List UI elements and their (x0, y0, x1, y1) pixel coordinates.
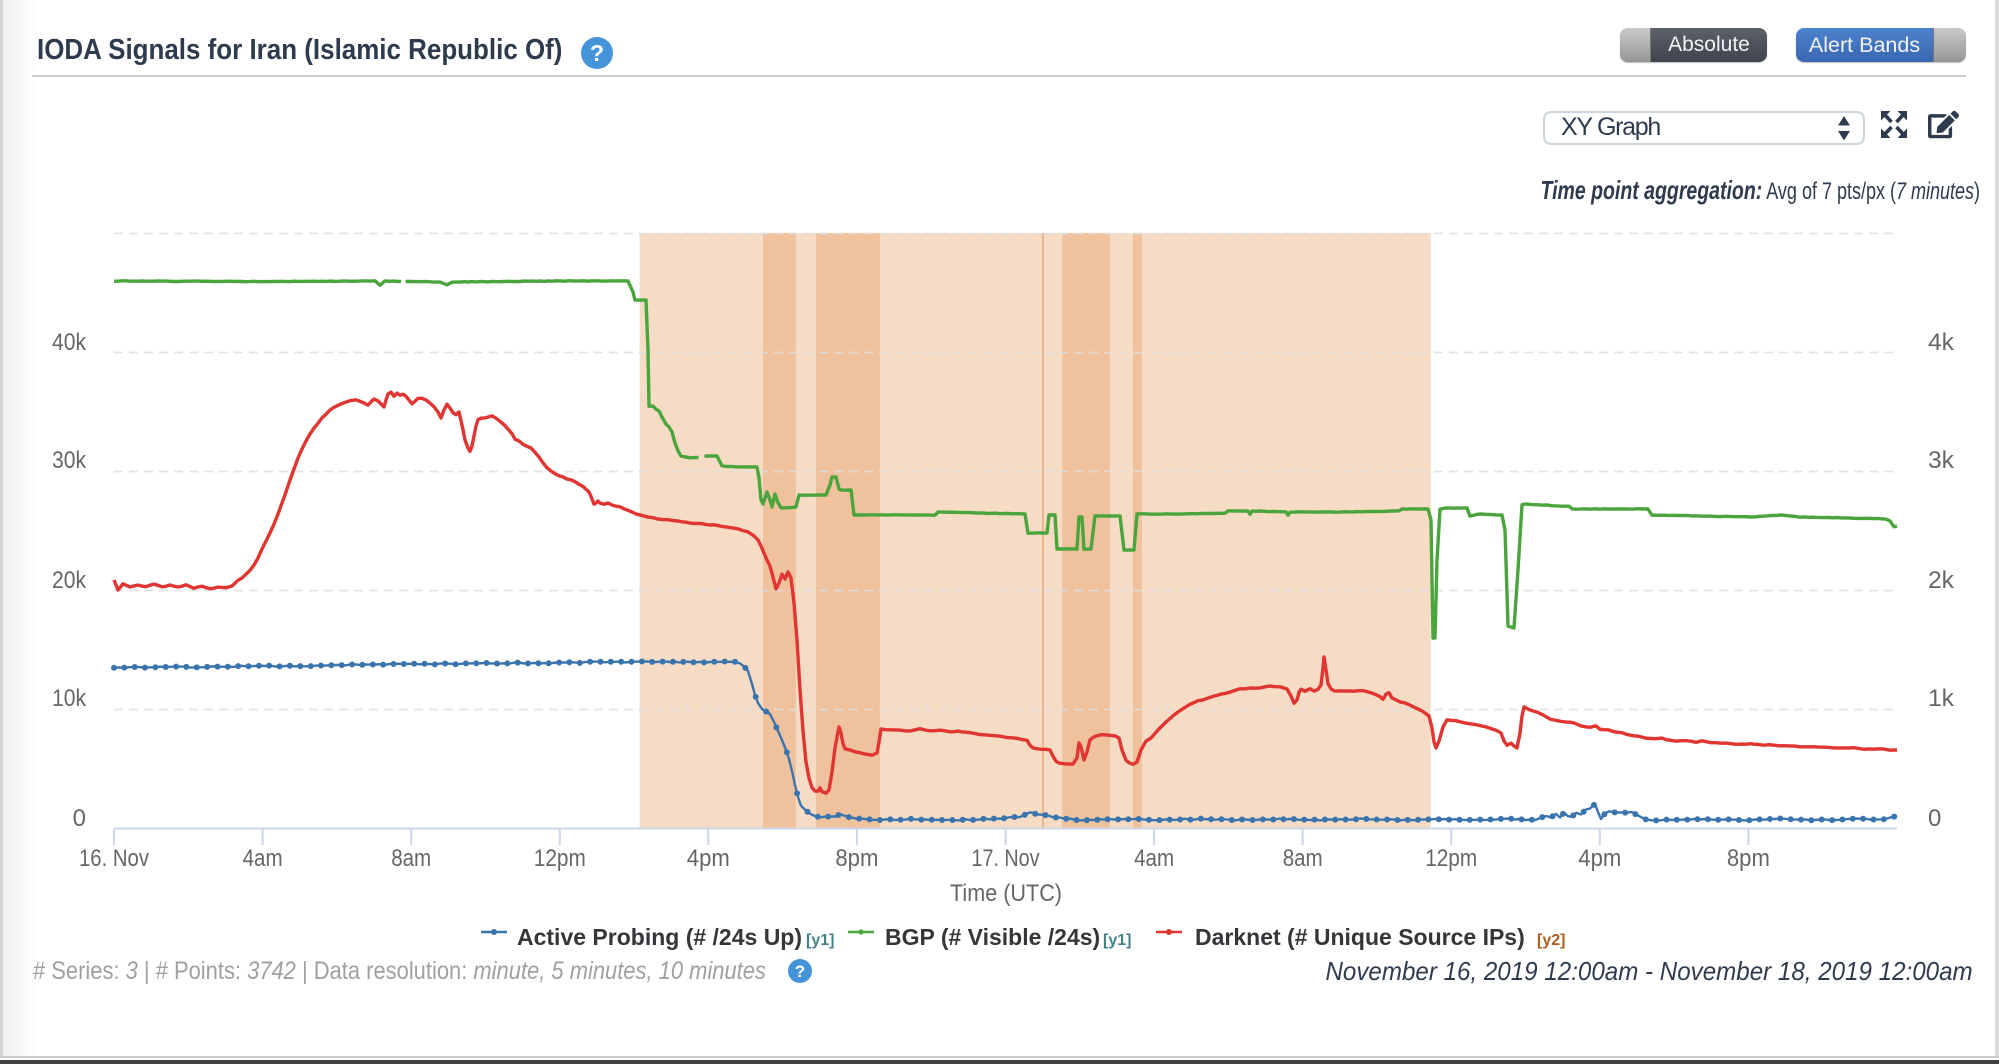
svg-text:8pm: 8pm (1727, 845, 1770, 872)
svg-text:30k: 30k (52, 447, 87, 474)
svg-text:0: 0 (73, 805, 86, 832)
svg-text:4k: 4k (1928, 329, 1955, 356)
svg-text:4pm: 4pm (687, 845, 730, 872)
svg-text:8am: 8am (1283, 845, 1323, 872)
svg-text:4am: 4am (243, 845, 283, 872)
svg-text:[y2]: [y2] (1537, 932, 1565, 949)
svg-text:Darknet (# Unique Source IPs): Darknet (# Unique Source IPs) (1195, 924, 1525, 950)
svg-text:1k: 1k (1928, 685, 1955, 712)
svg-text:Time (UTC): Time (UTC) (950, 880, 1062, 907)
svg-text:12pm: 12pm (1425, 845, 1477, 872)
svg-text:[y1]: [y1] (1103, 932, 1131, 949)
svg-text:3k: 3k (1928, 447, 1955, 474)
svg-text:16. Nov: 16. Nov (79, 845, 149, 872)
svg-text:2k: 2k (1928, 567, 1955, 594)
svg-text:17. Nov: 17. Nov (972, 845, 1040, 872)
svg-text:10k: 10k (52, 685, 87, 712)
svg-text:0: 0 (1928, 805, 1941, 832)
svg-text:BGP (# Visible /24s): BGP (# Visible /24s) (885, 924, 1100, 950)
svg-text:8am: 8am (391, 845, 431, 872)
svg-text:Active Probing (# /24s Up): Active Probing (# /24s Up) (517, 924, 802, 950)
svg-text:40k: 40k (52, 329, 87, 356)
svg-text:12pm: 12pm (534, 845, 586, 872)
svg-text:[y1]: [y1] (806, 932, 834, 949)
svg-text:20k: 20k (52, 567, 87, 594)
svg-text:8pm: 8pm (835, 845, 878, 872)
svg-text:4am: 4am (1134, 845, 1174, 872)
svg-text:4pm: 4pm (1578, 845, 1621, 872)
